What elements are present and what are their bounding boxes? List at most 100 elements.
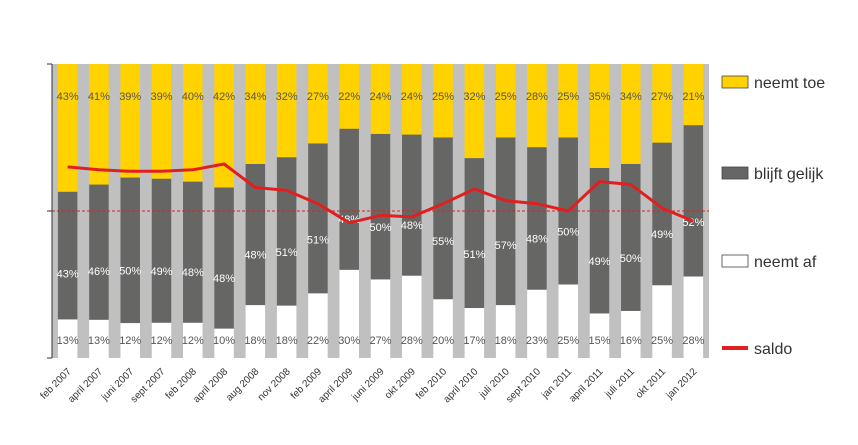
bar-blijft-gelijk xyxy=(589,167,610,314)
bar-blijft-gelijk xyxy=(621,163,641,311)
label-neemt-af: 12% xyxy=(119,335,141,347)
bar-blijft-gelijk xyxy=(308,143,328,294)
x-tick-label: april 2007 xyxy=(66,366,105,405)
label-blijft-gelijk: 57% xyxy=(495,240,517,252)
label-blijft-gelijk: 49% xyxy=(150,266,172,278)
bars-layer xyxy=(57,64,704,358)
label-neemt-af: 20% xyxy=(432,335,454,347)
label-neemt-toe: 39% xyxy=(150,91,172,103)
label-neemt-toe: 32% xyxy=(463,91,485,103)
label-neemt-toe: 42% xyxy=(213,91,235,103)
bar-blijft-gelijk xyxy=(245,163,266,306)
label-neemt-af: 25% xyxy=(651,335,673,347)
bar-neemt-toe xyxy=(652,64,672,143)
label-neemt-toe: 24% xyxy=(401,91,423,103)
label-neemt-af: 23% xyxy=(526,335,548,347)
label-neemt-toe: 25% xyxy=(432,91,454,103)
bar-blijft-gelijk xyxy=(57,191,78,320)
label-blijft-gelijk: 50% xyxy=(620,253,642,265)
bar-neemt-af xyxy=(464,308,485,358)
bar-neemt-toe xyxy=(339,64,359,129)
legend-label-neemt-af: neemt af xyxy=(754,254,817,271)
bar-neemt-toe xyxy=(621,64,641,164)
bar-neemt-af xyxy=(57,319,78,358)
label-neemt-toe: 40% xyxy=(182,91,204,103)
bar-blijft-gelijk xyxy=(89,184,109,320)
bar-neemt-af xyxy=(621,310,641,358)
label-neemt-toe: 41% xyxy=(88,91,110,103)
legend-label-saldo: saldo xyxy=(754,341,792,358)
label-neemt-af: 30% xyxy=(338,335,360,347)
x-tick-label: april 2009 xyxy=(316,366,355,405)
label-blijft-gelijk: 48% xyxy=(213,273,235,285)
bar-blijft-gelijk xyxy=(652,142,672,286)
label-neemt-af: 28% xyxy=(401,335,423,347)
label-neemt-toe: 35% xyxy=(588,91,610,103)
bar-neemt-toe xyxy=(683,64,704,126)
bar-neemt-af xyxy=(214,328,234,358)
label-blijft-gelijk: 48% xyxy=(244,249,266,261)
x-tick-label: april 2011 xyxy=(567,366,606,405)
bar-blijft-gelijk xyxy=(527,147,547,290)
legend-swatch-blijft-gelijk xyxy=(721,166,749,180)
bar-blijft-gelijk xyxy=(339,128,359,270)
label-neemt-toe: 27% xyxy=(651,91,673,103)
bar-blijft-gelijk xyxy=(495,137,516,306)
label-blijft-gelijk: 51% xyxy=(307,234,329,246)
bar-neemt-af xyxy=(276,305,297,358)
x-tick-label: april 2010 xyxy=(442,366,481,405)
bar-neemt-af xyxy=(683,276,704,358)
legend-label-neemt-toe: neemt toe xyxy=(754,75,825,92)
label-neemt-af: 12% xyxy=(182,335,204,347)
bar-neemt-af xyxy=(558,284,578,358)
label-neemt-af: 10% xyxy=(213,335,235,347)
x-tick-label: sept 2010 xyxy=(504,366,543,405)
label-blijft-gelijk: 48% xyxy=(526,233,548,245)
label-neemt-af: 28% xyxy=(682,335,704,347)
label-neemt-toe: 21% xyxy=(682,91,704,103)
label-neemt-af: 22% xyxy=(307,335,329,347)
bar-neemt-toe xyxy=(589,64,610,168)
label-blijft-gelijk: 48% xyxy=(401,220,423,232)
label-neemt-toe: 34% xyxy=(244,91,266,103)
legend-swatch-neemt-af xyxy=(721,254,749,268)
bar-blijft-gelijk xyxy=(276,157,297,306)
label-neemt-toe: 27% xyxy=(307,91,329,103)
label-neemt-toe: 25% xyxy=(557,91,579,103)
bar-blijft-gelijk xyxy=(464,158,485,309)
label-blijft-gelijk: 55% xyxy=(432,236,454,248)
legend: neemt toe blijft gelijk neemt af saldo xyxy=(721,75,825,358)
x-tick-label: juli 2011 xyxy=(603,366,638,401)
legend-swatch-neemt-toe xyxy=(721,75,749,89)
bar-neemt-toe xyxy=(308,64,328,144)
label-neemt-toe: 39% xyxy=(119,91,141,103)
bar-neemt-toe xyxy=(89,64,109,185)
label-neemt-toe: 24% xyxy=(369,91,391,103)
bar-blijft-gelijk xyxy=(433,137,453,300)
x-tick-label: okt 2009 xyxy=(383,366,418,401)
bar-neemt-af xyxy=(527,289,547,358)
bar-blijft-gelijk xyxy=(683,125,704,277)
label-neemt-af: 15% xyxy=(588,335,610,347)
bar-neemt-toe xyxy=(57,64,78,192)
bar-neemt-af xyxy=(151,322,172,358)
label-neemt-toe: 28% xyxy=(526,91,548,103)
bar-blijft-gelijk xyxy=(214,187,234,329)
label-blijft-gelijk: 43% xyxy=(57,268,79,280)
label-neemt-toe: 32% xyxy=(276,91,298,103)
label-neemt-af: 13% xyxy=(88,335,110,347)
label-blijft-gelijk: 50% xyxy=(557,227,579,239)
bar-neemt-toe xyxy=(433,64,453,138)
label-blijft-gelijk: 49% xyxy=(588,256,610,268)
label-blijft-gelijk: 49% xyxy=(651,229,673,241)
bar-neemt-af xyxy=(183,322,203,358)
label-neemt-toe: 43% xyxy=(57,91,79,103)
bar-neemt-af xyxy=(120,323,140,358)
bar-neemt-af xyxy=(370,279,391,358)
label-neemt-toe: 34% xyxy=(620,91,642,103)
label-neemt-af: 18% xyxy=(244,335,266,347)
bar-blijft-gelijk xyxy=(151,178,172,323)
bar-blijft-gelijk xyxy=(370,133,391,280)
bar-neemt-af xyxy=(89,319,109,358)
legend-label-blijft-gelijk: blijft gelijk xyxy=(754,166,824,183)
